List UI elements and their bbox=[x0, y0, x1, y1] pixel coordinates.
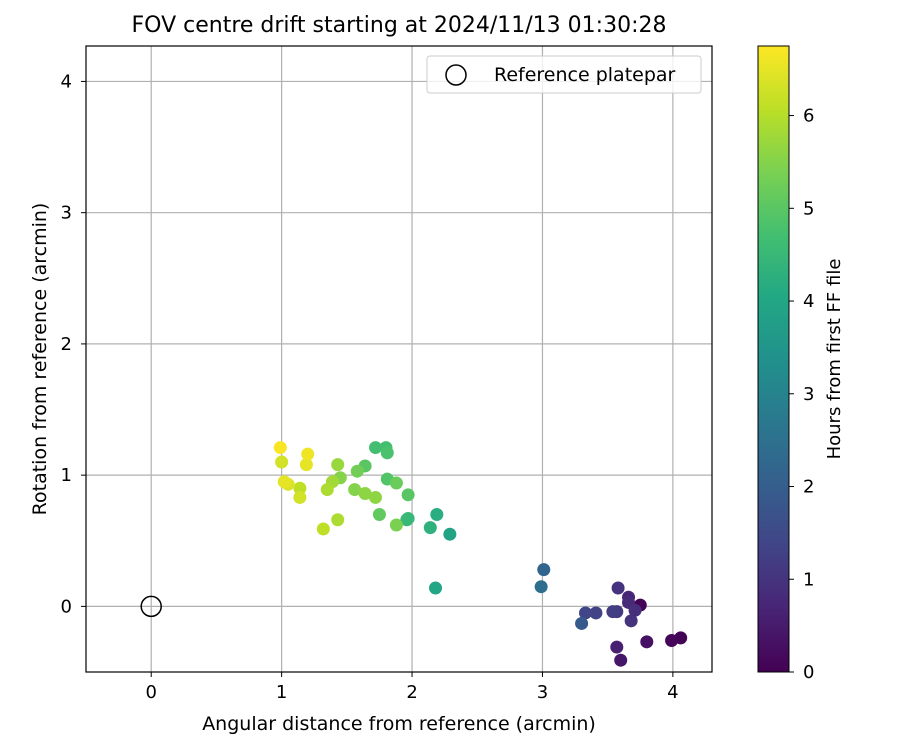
data-point bbox=[369, 441, 383, 455]
x-tick-label: 3 bbox=[537, 682, 548, 703]
data-point bbox=[575, 616, 589, 630]
data-point bbox=[614, 653, 628, 667]
data-point bbox=[348, 483, 362, 497]
data-point bbox=[331, 458, 345, 472]
colorbar: 0 1 2 3 4 5 6 Hours from first FF file bbox=[757, 45, 845, 683]
colorbar-label: Hours from first FF file bbox=[824, 259, 845, 460]
legend-box bbox=[426, 55, 702, 94]
data-point bbox=[358, 487, 372, 501]
data-point bbox=[611, 581, 625, 595]
data-point bbox=[293, 481, 307, 495]
colorbar-gradient bbox=[757, 45, 790, 673]
data-point bbox=[301, 447, 315, 461]
data-point bbox=[277, 475, 291, 489]
data-point bbox=[369, 490, 383, 504]
data-point bbox=[429, 581, 443, 595]
data-point bbox=[389, 476, 403, 490]
data-point bbox=[273, 441, 287, 455]
data-point bbox=[275, 455, 289, 469]
y-tick-label: 2 bbox=[61, 334, 72, 355]
data-point bbox=[316, 522, 330, 536]
data-point bbox=[606, 605, 620, 619]
data-point bbox=[299, 458, 313, 472]
grid-lines bbox=[86, 46, 712, 672]
y-tick-label: 0 bbox=[61, 596, 72, 617]
data-point bbox=[610, 640, 624, 654]
axis-ticks: 0 1 2 3 4 0 1 2 3 4 bbox=[61, 71, 679, 703]
colorbar-ticks: 0 1 2 3 4 5 6 bbox=[789, 106, 814, 683]
data-point bbox=[389, 518, 403, 532]
legend-label: Reference platepar bbox=[494, 64, 676, 86]
colorbar-tick-label: 3 bbox=[803, 384, 814, 405]
colorbar-tick-label: 5 bbox=[803, 198, 814, 219]
data-point bbox=[665, 634, 679, 648]
data-point bbox=[350, 464, 364, 478]
y-tick-label: 3 bbox=[61, 203, 72, 224]
legend-reference-marker bbox=[445, 64, 467, 86]
x-tick-label: 4 bbox=[667, 682, 678, 703]
chart-title: FOV centre drift starting at 2024/11/13 … bbox=[132, 13, 667, 38]
legend: Reference platepar bbox=[426, 55, 702, 94]
colorbar-tick-label: 2 bbox=[803, 477, 814, 498]
data-point bbox=[423, 521, 437, 535]
y-axis-label: Rotation from reference (arcmin) bbox=[29, 203, 51, 516]
data-point bbox=[380, 446, 394, 460]
data-point bbox=[589, 606, 603, 620]
data-point bbox=[537, 563, 551, 577]
data-point bbox=[401, 511, 415, 525]
colorbar-tick-label: 6 bbox=[803, 106, 814, 127]
x-tick-label: 1 bbox=[276, 682, 287, 703]
reference-platepar-marker bbox=[140, 595, 162, 618]
data-point bbox=[331, 513, 345, 527]
data-point bbox=[430, 508, 444, 522]
data-point bbox=[578, 606, 592, 620]
y-tick-label: 1 bbox=[61, 465, 72, 486]
plot-area-frame bbox=[85, 45, 713, 673]
colorbar-tick-label: 0 bbox=[803, 662, 814, 683]
data-point bbox=[534, 580, 548, 594]
data-point bbox=[320, 483, 334, 497]
colorbar-tick-label: 4 bbox=[803, 291, 814, 312]
data-point bbox=[443, 527, 457, 541]
data-point bbox=[293, 490, 307, 504]
y-tick-label: 4 bbox=[61, 71, 72, 92]
data-point bbox=[640, 635, 654, 649]
colorbar-tick-label: 1 bbox=[803, 569, 814, 590]
data-point bbox=[401, 488, 415, 502]
data-point bbox=[624, 614, 638, 628]
x-tick-label: 2 bbox=[406, 682, 417, 703]
x-tick-label: 0 bbox=[145, 682, 156, 703]
data-points bbox=[273, 441, 688, 667]
data-point bbox=[628, 603, 642, 617]
data-point bbox=[372, 508, 386, 522]
x-axis-label: Angular distance from reference (arcmin) bbox=[202, 713, 596, 735]
